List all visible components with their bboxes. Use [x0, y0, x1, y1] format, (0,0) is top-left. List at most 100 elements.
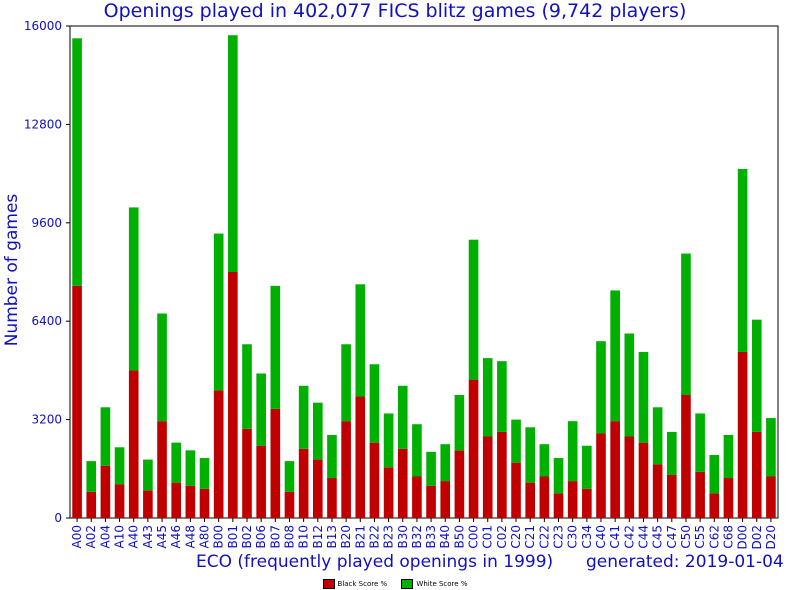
x-tick-label-B00: B00 [212, 525, 226, 549]
x-tick-label-C40: C40 [594, 525, 608, 549]
bar-white-D00 [737, 168, 748, 352]
bar-white-C45 [652, 407, 663, 465]
x-tick-label-B50: B50 [452, 525, 466, 549]
x-tick-label-B01: B01 [226, 525, 240, 549]
legend-label-black: Black Score % [337, 580, 388, 588]
bar-white-C44 [638, 351, 649, 443]
bar-black-C21 [525, 482, 536, 518]
bar-white-C20 [511, 419, 521, 463]
bar-white-B07 [270, 285, 281, 409]
bar-black-B13 [327, 478, 337, 518]
bar-white-B40 [440, 444, 451, 482]
legend-label-white: White Score % [416, 580, 468, 588]
bar-black-D20 [766, 476, 776, 518]
bar-black-C02 [497, 431, 507, 518]
bar-white-A48 [185, 450, 196, 486]
bar-black-C68 [723, 478, 734, 518]
x-tick-label-B23: B23 [382, 525, 396, 549]
y-tick-label: 9600 [31, 216, 62, 230]
bar-black-C47 [666, 474, 677, 518]
y-tick-label: 6400 [31, 314, 62, 328]
bar-black-B30 [397, 448, 408, 518]
bar-black-C34 [582, 488, 592, 518]
x-tick-label-C00: C00 [467, 525, 481, 549]
x-tick-label-C41: C41 [608, 525, 622, 549]
x-tick-label-B21: B21 [353, 525, 367, 549]
y-tick-label: 0 [54, 511, 62, 525]
bar-white-C47 [666, 431, 677, 475]
bar-white-C68 [723, 434, 734, 479]
bar-white-C21 [525, 427, 536, 483]
bar-black-A00 [72, 285, 82, 518]
bar-black-C40 [596, 433, 606, 518]
bar-black-C30 [567, 481, 578, 518]
bar-white-C62 [709, 454, 720, 494]
legend-swatch-white [401, 579, 414, 589]
x-tick-label-C20: C20 [509, 525, 523, 549]
bar-black-B32 [412, 476, 422, 518]
bar-white-A00 [72, 38, 82, 286]
x-tick-label-C47: C47 [665, 525, 679, 549]
bar-white-A45 [157, 313, 167, 422]
bars [72, 35, 776, 518]
bar-white-B21 [355, 284, 366, 397]
bar-black-B06 [256, 445, 266, 518]
x-tick-label-B12: B12 [311, 525, 325, 549]
bar-white-C22 [539, 444, 550, 477]
bar-white-B23 [383, 413, 394, 468]
bar-black-A48 [185, 485, 196, 518]
bar-white-C00 [468, 239, 479, 380]
legend-swatch-black [322, 579, 335, 589]
x-tick-label-C45: C45 [651, 525, 665, 549]
bar-black-B08 [284, 491, 295, 518]
x-tick-label-C34: C34 [580, 525, 594, 549]
x-tick-label-A00: A00 [70, 525, 84, 548]
bar-white-B20 [341, 344, 351, 422]
bar-black-D00 [737, 351, 748, 518]
x-tick-label-B10: B10 [297, 525, 311, 549]
bar-white-B00 [213, 233, 224, 391]
bar-black-A02 [86, 491, 97, 518]
bar-black-B02 [242, 428, 252, 518]
bar-black-C01 [482, 436, 493, 518]
x-axis: A00 A02 A04 A10 A40 A43 A45 A46 A48 A80 B00 B01 B02 B… [70, 518, 778, 550]
bar-black-C45 [652, 464, 663, 518]
x-tick-label-A04: A04 [98, 525, 112, 548]
x-tick-label-C02: C02 [495, 525, 509, 549]
bar-black-A45 [157, 421, 167, 518]
x-tick-label-C01: C01 [481, 525, 495, 549]
bar-white-A43 [143, 459, 153, 491]
y-axis-label: Number of games [2, 193, 22, 347]
bar-white-B12 [312, 402, 323, 460]
bar-white-A02 [86, 461, 97, 492]
x-tick-label-C23: C23 [552, 525, 566, 549]
bar-black-B23 [383, 467, 394, 518]
bar-black-C55 [695, 471, 705, 518]
bar-black-B12 [312, 459, 323, 518]
bar-white-A04 [100, 407, 111, 466]
x-tick-label-C50: C50 [679, 525, 693, 549]
x-tick-label-A10: A10 [113, 525, 127, 548]
x-tick-label-D00: D00 [736, 525, 750, 550]
bar-white-C02 [497, 361, 507, 432]
bar-black-B01 [228, 272, 238, 518]
bar-white-B13 [327, 434, 337, 479]
bar-black-B22 [369, 442, 380, 518]
x-tick-label-A48: A48 [183, 525, 197, 548]
bar-white-C55 [695, 413, 705, 472]
bar-white-C42 [624, 333, 635, 437]
bar-white-D02 [751, 319, 762, 432]
bar-white-A80 [199, 458, 210, 489]
y-tick-label: 12800 [24, 117, 62, 131]
bar-white-B06 [256, 373, 266, 446]
bar-white-C41 [610, 290, 620, 422]
bar-white-C30 [567, 421, 578, 482]
bar-white-B01 [228, 35, 238, 272]
x-tick-label-B08: B08 [282, 525, 296, 549]
bar-white-C01 [482, 358, 493, 437]
x-tick-label-B06: B06 [254, 525, 268, 549]
bar-black-B00 [213, 390, 224, 518]
x-tick-label-A45: A45 [155, 525, 169, 548]
bar-black-C42 [624, 436, 635, 518]
